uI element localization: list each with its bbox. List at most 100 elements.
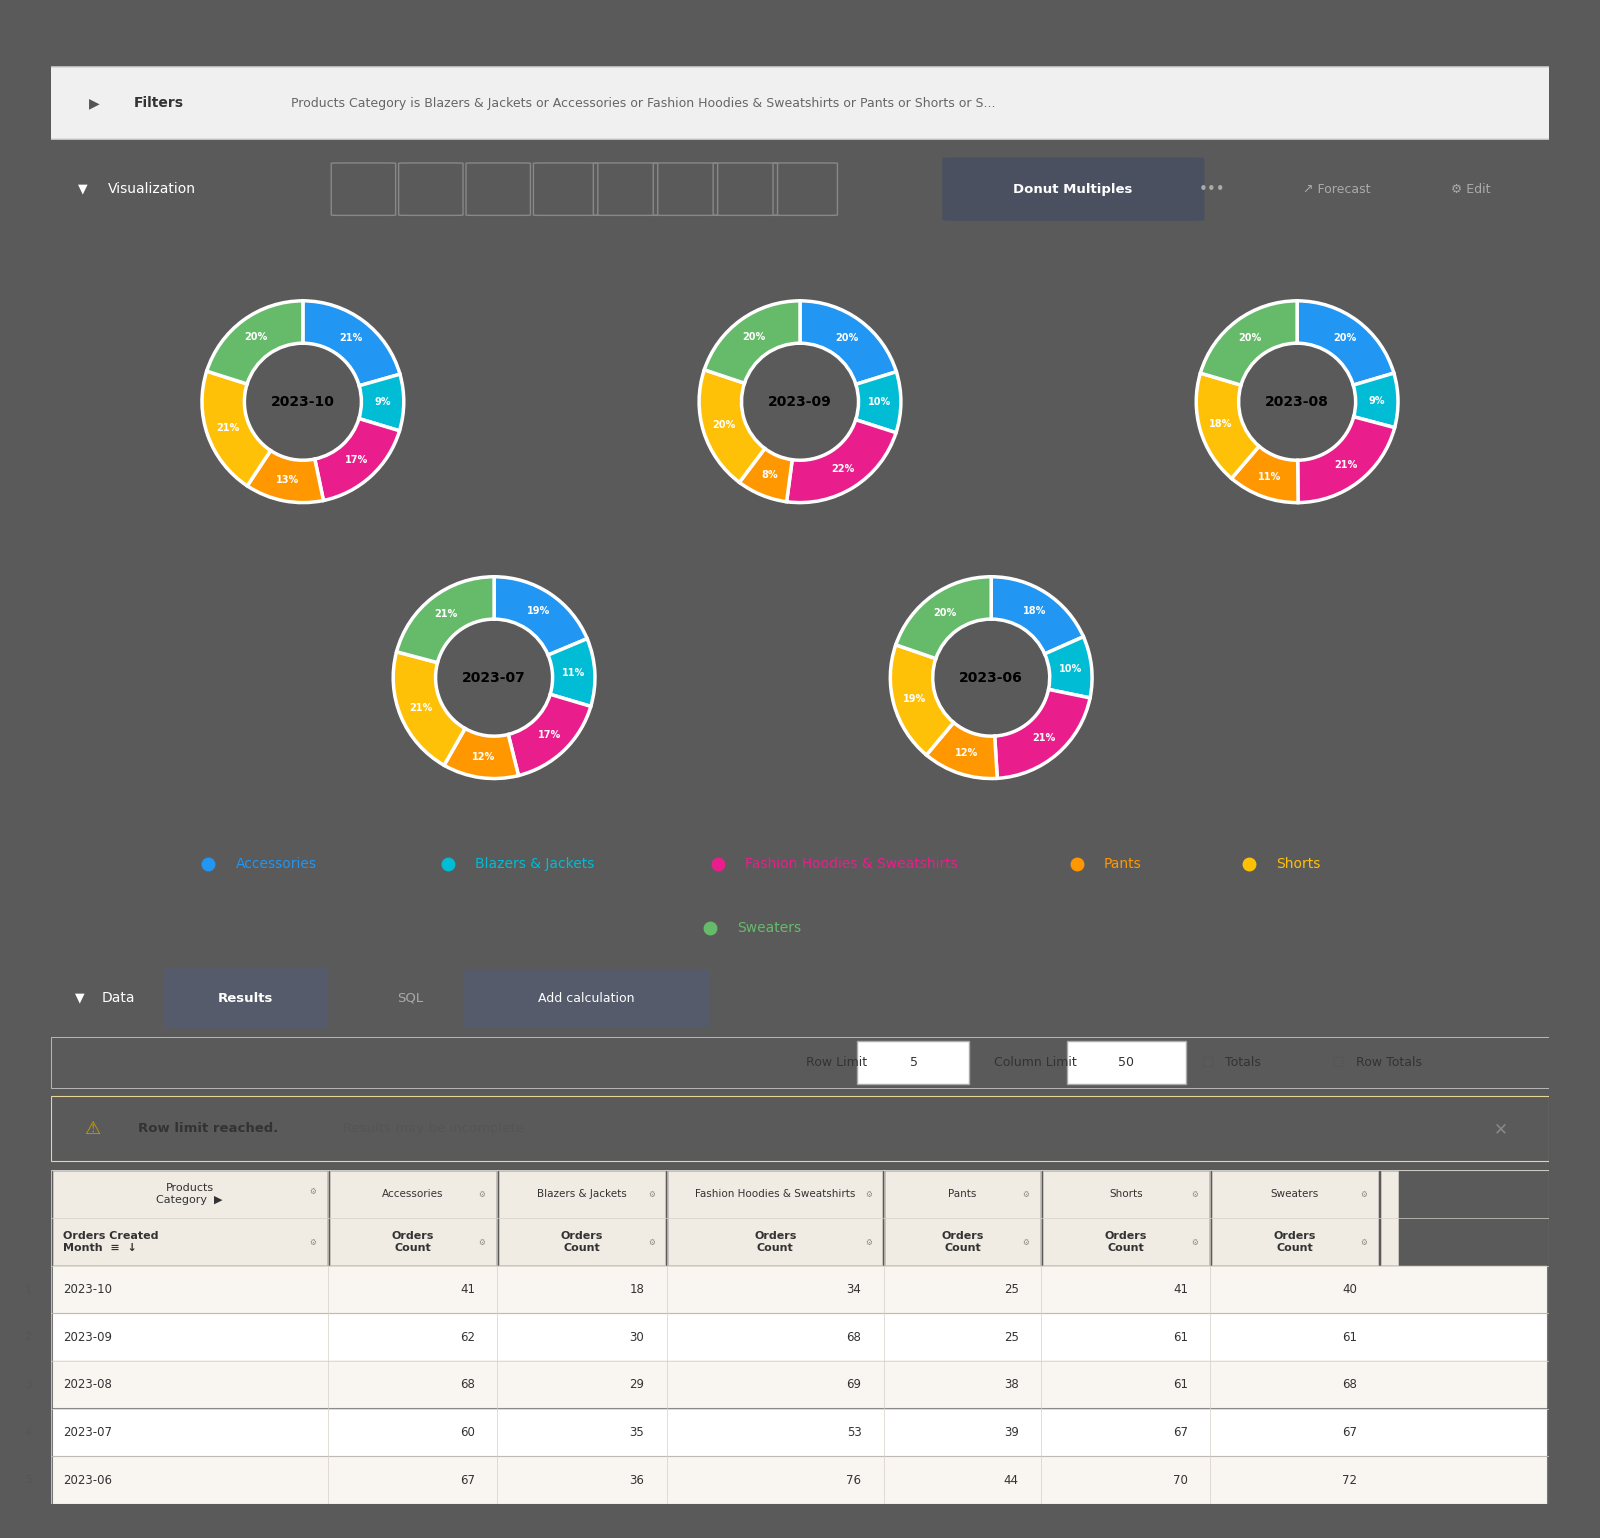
Text: 61: 61 xyxy=(1173,1378,1187,1392)
Text: Accessories: Accessories xyxy=(382,1189,443,1200)
Text: 36: 36 xyxy=(629,1473,645,1487)
Text: ⚙: ⚙ xyxy=(1022,1238,1029,1246)
Bar xyxy=(885,1170,1040,1266)
Text: 9%: 9% xyxy=(374,397,390,408)
Text: 39: 39 xyxy=(1003,1426,1019,1440)
Text: Column Limit: Column Limit xyxy=(994,1057,1077,1069)
Text: 50: 50 xyxy=(1118,1057,1134,1069)
Text: ⚙: ⚙ xyxy=(309,1186,317,1195)
Text: 38: 38 xyxy=(1003,1378,1019,1392)
Text: 20%: 20% xyxy=(1238,332,1261,343)
Bar xyxy=(53,1456,1547,1504)
Text: 29: 29 xyxy=(629,1378,645,1392)
Text: •••: ••• xyxy=(1198,181,1226,197)
Bar xyxy=(499,1170,666,1266)
Text: 2023-09: 2023-09 xyxy=(768,395,832,409)
Text: 61: 61 xyxy=(1173,1330,1187,1344)
Text: 61: 61 xyxy=(1342,1330,1357,1344)
Wedge shape xyxy=(394,652,466,766)
Text: 67: 67 xyxy=(1342,1426,1357,1440)
Bar xyxy=(1211,1170,1378,1266)
Text: 4: 4 xyxy=(24,1427,32,1438)
Text: 17%: 17% xyxy=(538,731,562,740)
Wedge shape xyxy=(995,689,1090,778)
Wedge shape xyxy=(1045,637,1093,698)
Text: Results: Results xyxy=(218,992,274,1004)
Text: Orders
Count: Orders Count xyxy=(562,1230,603,1253)
Text: 53: 53 xyxy=(846,1426,861,1440)
Text: 60: 60 xyxy=(461,1426,475,1440)
Bar xyxy=(53,1361,1547,1409)
Text: Pants: Pants xyxy=(1104,857,1142,871)
Wedge shape xyxy=(800,301,896,384)
Text: 72: 72 xyxy=(1342,1473,1357,1487)
Text: Results may be incomplete: Results may be incomplete xyxy=(344,1123,525,1135)
Bar xyxy=(669,1170,882,1266)
Text: ⚙: ⚙ xyxy=(1192,1238,1198,1246)
Text: 67: 67 xyxy=(1173,1426,1187,1440)
Text: 12%: 12% xyxy=(472,752,494,761)
Text: 68: 68 xyxy=(461,1378,475,1392)
Text: 25: 25 xyxy=(1003,1330,1019,1344)
Text: Blazers & Jackets: Blazers & Jackets xyxy=(538,1189,627,1200)
Bar xyxy=(53,1170,326,1266)
Wedge shape xyxy=(302,301,400,386)
Text: 21%: 21% xyxy=(216,423,240,434)
Text: Orders
Count: Orders Count xyxy=(392,1230,434,1253)
Wedge shape xyxy=(890,644,954,755)
Bar xyxy=(1381,1170,1397,1266)
Text: 2023-08: 2023-08 xyxy=(1266,395,1330,409)
Text: 2023-06: 2023-06 xyxy=(960,671,1022,684)
Text: ⚙: ⚙ xyxy=(1192,1190,1198,1198)
Wedge shape xyxy=(1197,374,1259,478)
Text: 21%: 21% xyxy=(339,334,363,343)
Text: Orders
Count: Orders Count xyxy=(754,1230,797,1253)
Text: Row Limit: Row Limit xyxy=(806,1057,867,1069)
Wedge shape xyxy=(248,451,323,503)
Text: Orders
Count: Orders Count xyxy=(1104,1230,1147,1253)
Text: ⚙: ⚙ xyxy=(648,1238,654,1246)
Text: ⚙: ⚙ xyxy=(1022,1190,1029,1198)
Text: 5: 5 xyxy=(910,1057,918,1069)
FancyBboxPatch shape xyxy=(462,969,710,1027)
Text: 12%: 12% xyxy=(955,749,978,758)
Text: 20%: 20% xyxy=(835,332,859,343)
Text: 17%: 17% xyxy=(346,455,368,466)
Text: ▼: ▼ xyxy=(78,183,88,195)
Text: 10%: 10% xyxy=(869,397,891,408)
Wedge shape xyxy=(1354,374,1398,428)
Wedge shape xyxy=(494,577,587,655)
Text: 70: 70 xyxy=(1173,1473,1187,1487)
Wedge shape xyxy=(206,301,302,384)
Text: 19%: 19% xyxy=(526,606,550,617)
Text: 21%: 21% xyxy=(1032,734,1054,743)
Text: 21%: 21% xyxy=(434,609,458,620)
Wedge shape xyxy=(549,638,595,706)
FancyBboxPatch shape xyxy=(1067,1041,1186,1084)
Wedge shape xyxy=(990,577,1083,654)
Wedge shape xyxy=(1232,446,1298,503)
Text: 2023-06: 2023-06 xyxy=(62,1473,112,1487)
Wedge shape xyxy=(699,369,765,483)
Wedge shape xyxy=(315,418,400,500)
FancyBboxPatch shape xyxy=(22,66,1578,138)
Text: Shorts: Shorts xyxy=(1109,1189,1142,1200)
Text: 21%: 21% xyxy=(410,703,432,714)
Text: Orders
Count: Orders Count xyxy=(941,1230,984,1253)
Text: ⚙: ⚙ xyxy=(866,1238,872,1246)
Wedge shape xyxy=(1200,301,1298,384)
Text: Products Category is Blazers & Jackets or Accessories or Fashion Hoodies & Sweat: Products Category is Blazers & Jackets o… xyxy=(291,97,995,109)
FancyBboxPatch shape xyxy=(858,1041,970,1084)
Text: 18%: 18% xyxy=(1022,606,1046,615)
Text: Row limit reached.: Row limit reached. xyxy=(138,1123,278,1135)
Text: 20%: 20% xyxy=(712,420,736,431)
Text: ☐: ☐ xyxy=(1331,1055,1344,1070)
Text: ⚙: ⚙ xyxy=(866,1190,872,1198)
Text: 18%: 18% xyxy=(1210,420,1232,429)
Text: 9%: 9% xyxy=(1368,395,1386,406)
Text: Orders
Count: Orders Count xyxy=(1274,1230,1317,1253)
Text: 2023-10: 2023-10 xyxy=(62,1283,112,1297)
Text: ⚙ Edit: ⚙ Edit xyxy=(1451,183,1491,195)
Text: Data: Data xyxy=(102,990,136,1006)
Text: Products
Category  ▶: Products Category ▶ xyxy=(157,1183,222,1206)
